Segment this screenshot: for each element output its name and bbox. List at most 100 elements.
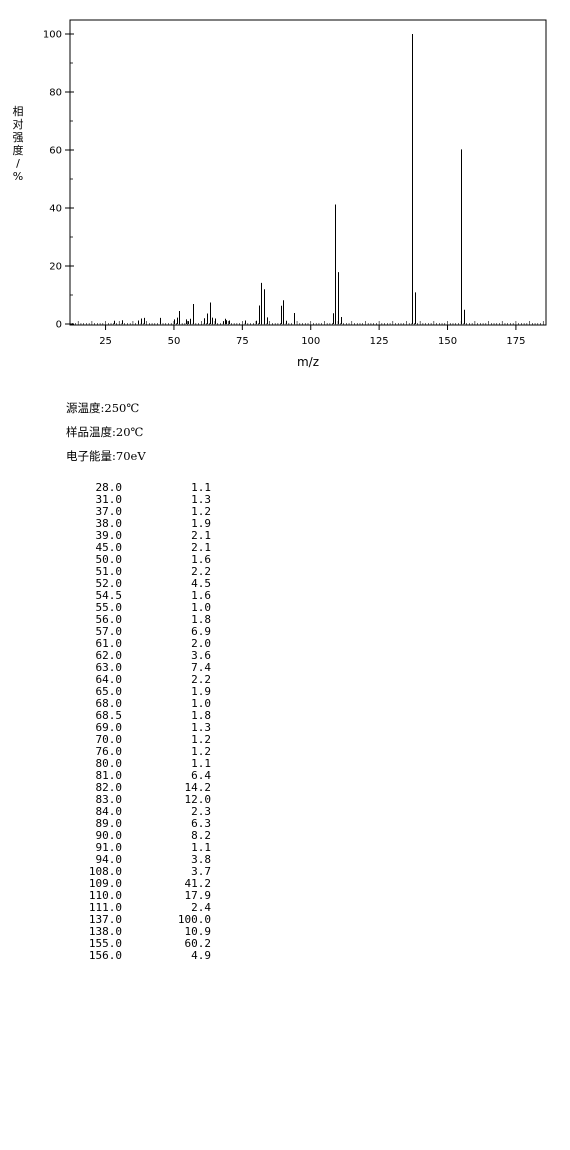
peak-row: 57.0 6.9 (70, 625, 212, 638)
peak-intensity: 1.6 (191, 553, 211, 566)
peak-mz: 69.0 (95, 721, 123, 734)
x-tick-label: 175 (506, 336, 525, 347)
peak-intensity: 1.6 (191, 589, 211, 602)
peak-mz: 138.0 (88, 925, 122, 938)
peak-mz: 81.0 (95, 769, 123, 782)
peak-intensity: 1.2 (191, 505, 211, 518)
x-axis-ticks: 25 50 75 100 125 150 175 (99, 325, 525, 347)
peak-intensity: 2.1 (191, 541, 211, 554)
peak-row: 68.0 1.0 (70, 698, 212, 710)
minor-tick-marks (69, 62, 547, 325)
peak-row: 137.0 100.0 (70, 914, 211, 926)
peak-mz: 45.0 (95, 541, 123, 554)
peak-mz: 82.0 (95, 781, 123, 794)
peak-mz: 56.0 (95, 613, 123, 626)
peak-mz: 90.0 (95, 829, 123, 842)
peak-mz: 156.0 (88, 949, 122, 962)
peak-mz: 109.0 (88, 877, 122, 890)
peak-mz: 91.0 (95, 841, 123, 854)
x-tick-label: 75 (236, 336, 249, 347)
peak-intensity: 1.2 (191, 733, 211, 746)
peak-mz: 62.0 (95, 649, 123, 662)
peak-row: 90.0 8.2 (70, 829, 212, 842)
peak-intensity: 3.7 (191, 865, 211, 878)
peak-mz: 110.0 (88, 889, 122, 902)
peak-row: 52.0 4.5 (70, 577, 212, 590)
peak-row: 39.0 2.1 (70, 529, 212, 542)
peak-intensity: 1.1 (191, 841, 211, 854)
x-tick-label: 150 (438, 336, 457, 347)
peak-intensity: 1.3 (191, 493, 211, 506)
peak-intensity: 7.4 (191, 661, 211, 674)
peak-intensity: 8.2 (191, 829, 211, 842)
peak-mz: 89.0 (95, 817, 123, 830)
peak-row: 37.0 1.2 (70, 505, 212, 518)
peak-intensity: 41.2 (184, 877, 212, 890)
peak-row: 55.0 1.0 (70, 601, 212, 614)
peak-row: 82.0 14.2 (70, 781, 212, 794)
peak-intensity: 1.9 (191, 685, 211, 698)
peak-row: 83.0 12.0 (70, 793, 212, 806)
electron-energy: 电子能量:70eV (66, 449, 146, 463)
x-tick-label: 125 (370, 336, 389, 347)
peak-row: 64.0 2.2 (70, 673, 212, 686)
peak-mz: 94.0 (95, 853, 123, 866)
peak-intensity: 3.8 (191, 853, 211, 866)
peak-row: 108.0 3.7 (70, 866, 211, 878)
peak-mz: 65.0 (95, 685, 123, 698)
spectrum-peaks (114, 34, 465, 324)
peak-mz: 61.0 (95, 637, 123, 650)
peak-intensity: 6.4 (191, 769, 211, 782)
peak-mz: 39.0 (95, 529, 123, 542)
peak-intensity: 2.3 (191, 805, 211, 818)
y-tick-label: 0 (56, 320, 62, 331)
peak-row: 56.0 1.8 (70, 613, 212, 626)
peak-row: 45.0 2.1 (70, 541, 212, 554)
y-axis-ticks: 0 20 40 60 80 100 (43, 30, 74, 331)
peak-row: 69.0 1.3 (70, 721, 212, 734)
peak-row: 28.0 1.1 (70, 482, 212, 494)
peak-row: 110.0 17.9 (70, 890, 211, 902)
peak-row: 76.0 1.2 (70, 745, 212, 758)
peak-mz: 70.0 (95, 733, 123, 746)
peak-mz: 37.0 (95, 505, 123, 518)
peak-row: 155.0 60.2 (70, 938, 211, 950)
peak-mz: 76.0 (95, 745, 123, 758)
peak-row: 80.0 1.1 (70, 757, 212, 770)
x-tick-label: 50 (168, 336, 181, 347)
peak-mz: 54.5 (95, 589, 123, 602)
peak-row: 31.0 1.3 (70, 493, 212, 506)
peak-intensity: 6.3 (191, 817, 211, 830)
peak-row: 91.0 1.1 (70, 841, 212, 854)
peak-intensity: 3.6 (191, 649, 211, 662)
peak-mz: 55.0 (95, 601, 123, 614)
y-axis-label: 相对强度/% (13, 105, 24, 183)
peak-mz: 108.0 (88, 865, 122, 878)
peak-mz: 52.0 (95, 577, 123, 590)
peak-mz: 57.0 (95, 625, 123, 638)
peak-row: 54.5 1.6 (70, 589, 212, 602)
peak-row: 65.0 1.9 (70, 685, 212, 698)
peak-intensity: 14.2 (184, 781, 212, 794)
peak-row: 68.5 1.8 (70, 710, 212, 722)
peak-mz: 84.0 (95, 805, 123, 818)
peak-mz: 31.0 (95, 493, 123, 506)
peak-table: 28.0 1.1 31.0 1.3 37.0 1.2 38.0 1.9 39.0 2.1 45.0 2… (70, 482, 211, 962)
peak-row: 156.0 4.9 (70, 950, 211, 962)
peak-intensity: 2.2 (191, 673, 211, 686)
peak-intensity: 1.8 (191, 613, 211, 626)
peak-row: 109.0 41.2 (70, 878, 211, 890)
plot-frame (69, 19, 547, 326)
sample-temperature: 样品温度:20℃ (66, 425, 144, 439)
peak-row: 94.0 3.8 (70, 853, 212, 866)
peak-intensity: 12.0 (184, 793, 212, 806)
peak-mz: 80.0 (95, 757, 123, 770)
peak-intensity: 17.9 (184, 889, 212, 902)
peak-intensity: 10.9 (184, 925, 212, 938)
y-tick-label: 100 (43, 30, 62, 41)
peak-row: 138.0 10.9 (70, 926, 211, 938)
peak-mz: 64.0 (95, 673, 123, 686)
peak-intensity: 4.9 (191, 949, 211, 962)
peak-mz: 83.0 (95, 793, 123, 806)
mass-spectrum-chart: 25 50 75 100 125 150 175 0 20 40 60 80 100 m/z 相对强度… (13, 19, 547, 369)
